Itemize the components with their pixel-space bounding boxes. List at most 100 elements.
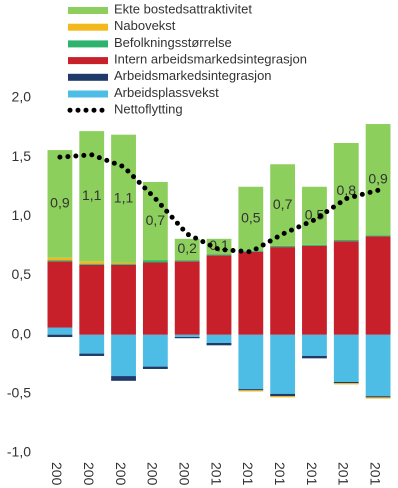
legend-label: Nettoflytting (114, 102, 183, 117)
bar-segment (47, 260, 73, 262)
value-label: 1,1 (114, 189, 134, 205)
bar-segment (206, 254, 232, 256)
bar-segment (270, 247, 296, 335)
bar-segment (47, 150, 73, 258)
bar-segment (47, 257, 73, 261)
x-tick-label: 200 (81, 462, 97, 486)
legend-swatch (68, 7, 108, 14)
legend-label: Ekte bostedsattraktivitet (114, 1, 252, 16)
bar-segment (142, 334, 168, 367)
bar-segment (111, 334, 136, 377)
bar-segment (111, 262, 136, 264)
bar-segment (142, 182, 168, 261)
legend-swatch (68, 23, 108, 31)
y-tick-label: 1,5 (12, 148, 32, 164)
bar-segment (365, 235, 391, 237)
legend-label: Nabovekst (114, 18, 176, 33)
bar-segment (174, 337, 200, 339)
bar-segment (270, 396, 296, 398)
bar-segment (174, 238, 200, 261)
bar-segment (47, 327, 73, 335)
y-tick-label: 1,0 (12, 207, 32, 223)
bar-segment (365, 334, 391, 397)
bar-segment (47, 334, 73, 338)
x-tick-label: 201 (240, 462, 256, 486)
y-tick-label: -0,5 (7, 385, 31, 401)
value-label: 0,2 (177, 240, 197, 256)
legend-label: Arbeidsplassvekst (114, 85, 219, 100)
bar-segment (270, 393, 296, 397)
value-label: 0,7 (273, 196, 293, 212)
value-label: 0,5 (241, 209, 261, 225)
bar-segment (270, 334, 296, 394)
bar-segment (365, 396, 391, 398)
bar-segment (333, 382, 359, 384)
x-tick-label: 201 (367, 462, 383, 486)
bar-segment (111, 264, 136, 335)
y-tick-label: 2,0 (12, 89, 32, 105)
bar-segment (111, 134, 136, 263)
bar-segment (365, 124, 391, 236)
line-series (57, 152, 381, 255)
bar-segment (142, 366, 168, 369)
bar-segment (270, 245, 296, 248)
bar-segment (333, 142, 359, 240)
value-label: 1,1 (82, 187, 102, 203)
bar-segment (238, 390, 264, 392)
x-tick-label: 200 (49, 462, 65, 486)
bar-segment (174, 260, 200, 262)
bar-segment (206, 342, 232, 346)
bar-segment (238, 389, 264, 391)
value-label: 0,8 (337, 182, 357, 198)
bar-segment (79, 264, 105, 335)
bar-segment (47, 261, 73, 328)
bar-segment (206, 255, 232, 335)
bar-segment (79, 353, 105, 356)
bar-segment (111, 263, 136, 265)
bar-segment (79, 334, 105, 354)
legend-swatch (68, 57, 108, 65)
x-tick-label: 201 (272, 462, 288, 486)
legend-swatch (68, 40, 108, 48)
bar-segment (238, 186, 264, 251)
bar-segment (174, 261, 200, 335)
bar-segment (206, 334, 232, 343)
bar-segment (238, 334, 264, 390)
bar-segment (333, 383, 359, 385)
bar-segment (238, 251, 264, 335)
bar-segment (302, 244, 327, 246)
bar-segment (333, 240, 359, 242)
legend-swatch (68, 90, 108, 98)
bar-segment (333, 334, 359, 382)
legend-label: Befolkningsstørrelse (114, 35, 232, 50)
x-tick-label: 200 (145, 462, 161, 486)
bar-segment (142, 260, 168, 263)
bar-segment (365, 397, 391, 399)
x-tick-label: 201 (336, 462, 352, 486)
legend-label: Arbeidsmarkedsintegrasjon (114, 68, 272, 83)
x-tick-label: 200 (176, 462, 192, 486)
bar-segment (302, 334, 327, 356)
bar-segment (302, 245, 327, 335)
bar-segment (174, 334, 200, 338)
bar-segment (79, 263, 105, 265)
bar-segment (79, 261, 105, 264)
x-tick-label: 201 (304, 462, 320, 486)
y-tick-label: -1,0 (7, 444, 31, 460)
value-label: 0,9 (50, 195, 70, 211)
bar-segment (333, 241, 359, 335)
x-tick-label: 201 (208, 462, 224, 486)
legend-swatch (68, 73, 108, 81)
bar-segment (142, 262, 168, 335)
bar-segment (302, 186, 327, 245)
y-tick-label: 0,0 (12, 325, 32, 341)
bar-segment (365, 236, 391, 335)
y-tick-label: 0,5 (12, 266, 32, 282)
legend-label: Intern arbeidsmarkedsintegrasjon (114, 52, 307, 67)
x-tick-label: 200 (113, 462, 129, 486)
value-label: 0,9 (368, 170, 388, 186)
bar-segment (111, 376, 136, 381)
value-label: 0,7 (146, 212, 166, 228)
bar-segment (302, 355, 327, 359)
